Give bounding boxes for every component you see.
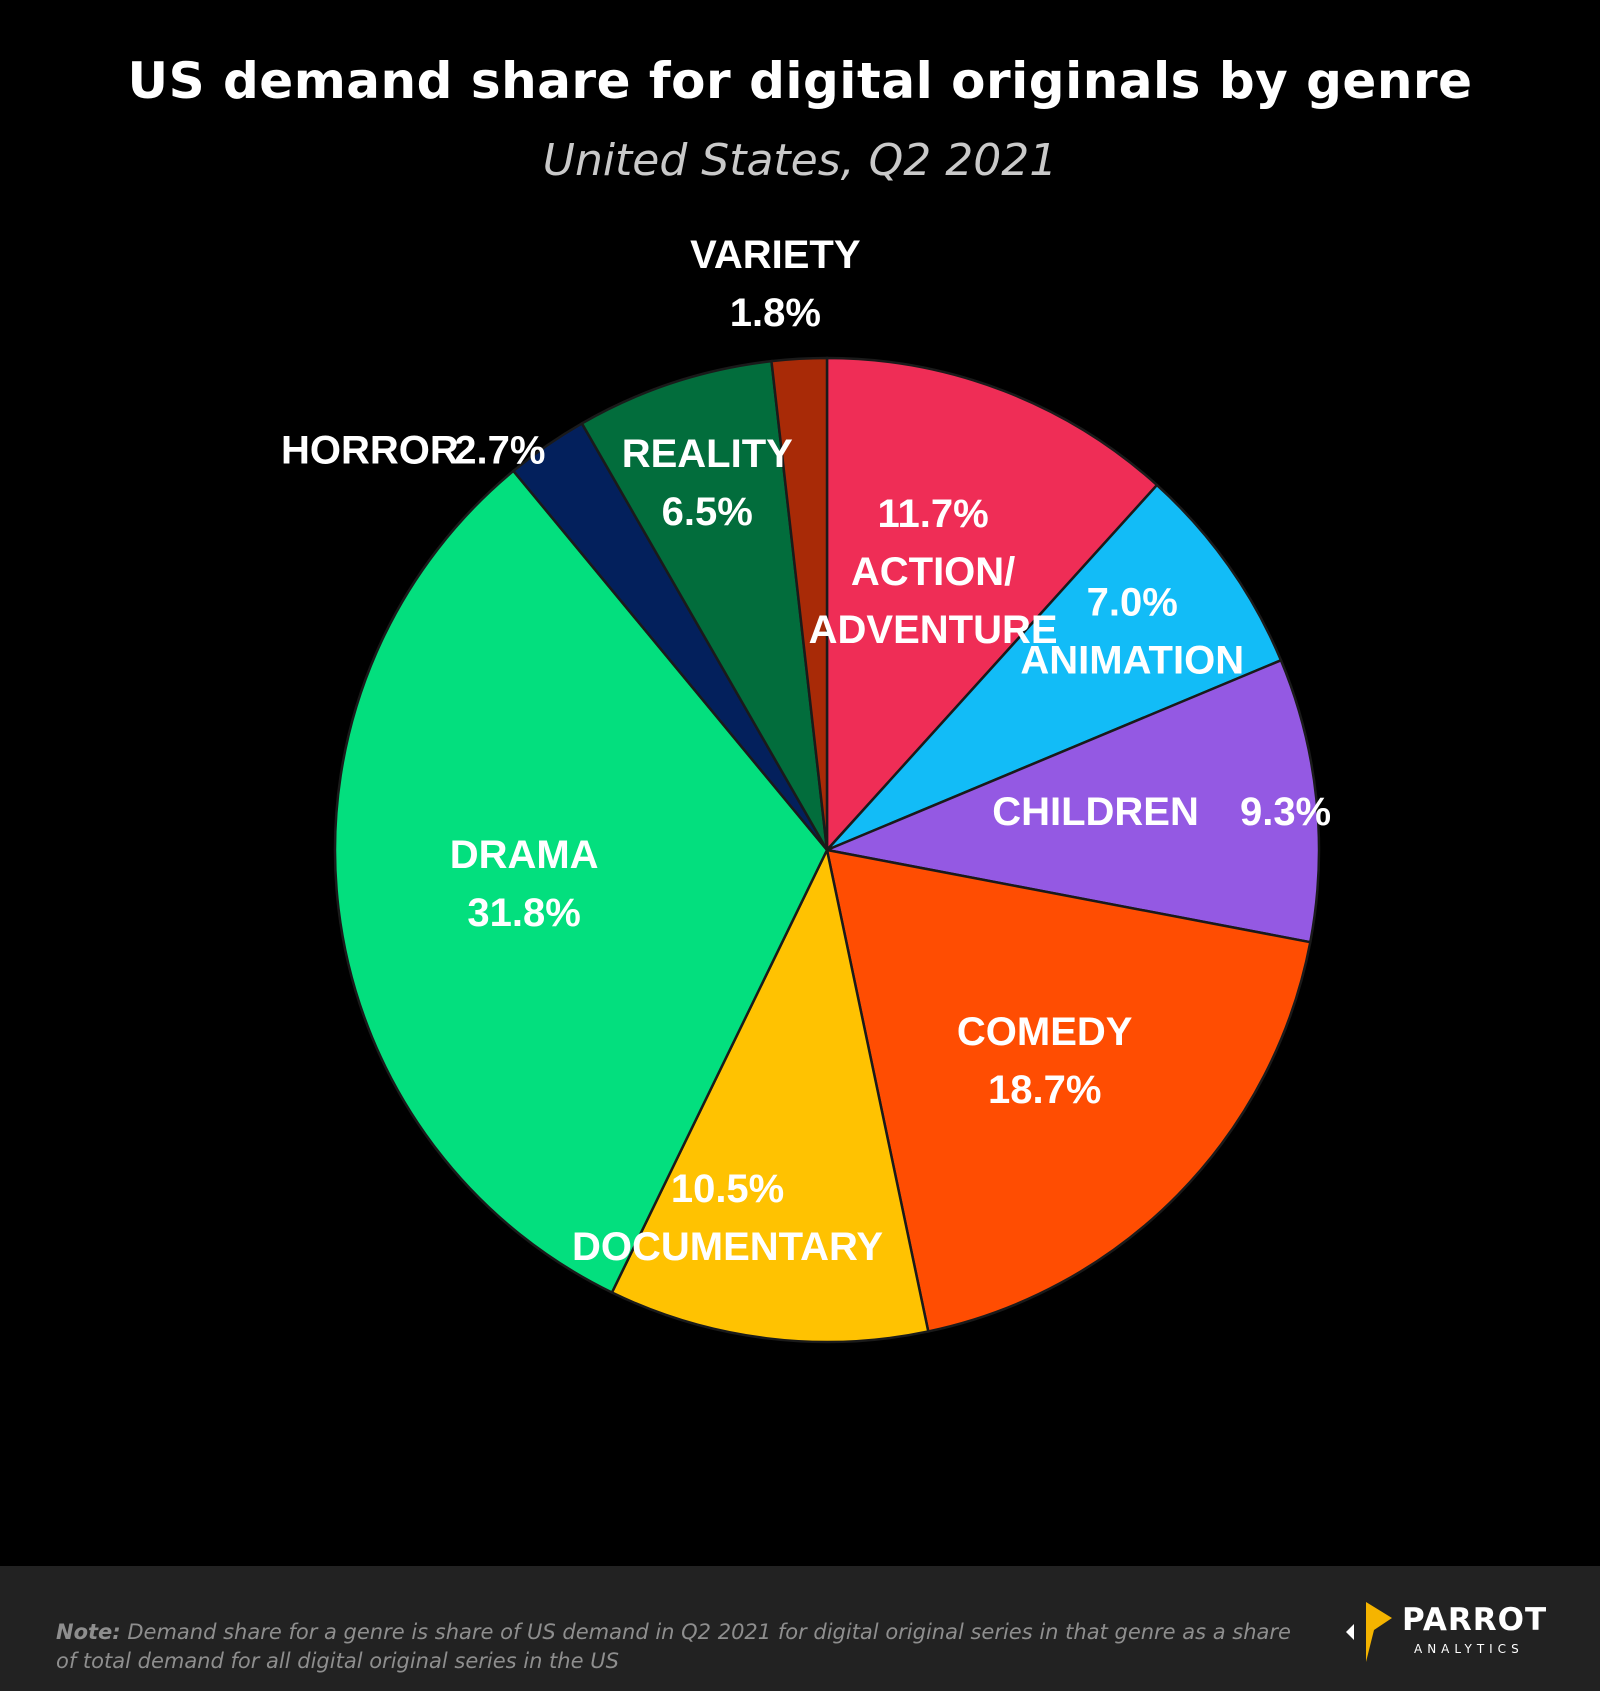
chart-title: US demand share for digital originals by…	[127, 52, 1473, 110]
parrot-analytics-logo: PARROT ANALYTICS	[1340, 1600, 1570, 1664]
slice-children	[822, 658, 1321, 944]
footer: Note: Demand share for a genre is share …	[0, 1566, 1600, 1691]
label-drama: DRAMA	[450, 833, 599, 877]
slice-drama	[333, 469, 829, 1295]
value-drama: 31.8%	[467, 891, 580, 935]
slice-reality	[580, 359, 829, 851]
footnote-text: Demand share for a genre is share of US …	[56, 1620, 1291, 1673]
slice-comedy	[825, 848, 1312, 1333]
label-action-adventure-line-2: ADVENTURE	[809, 608, 1058, 652]
slice-animation	[826, 483, 1283, 852]
label-reality: REALITY	[622, 432, 793, 476]
value-comedy: 18.7%	[988, 1068, 1101, 1112]
label-animation: ANIMATION	[1020, 639, 1244, 683]
slice-action-adventure	[825, 356, 1159, 854]
chart-subtitle: United States, Q2 2021	[542, 135, 1058, 186]
label-horror: HORROR	[281, 429, 459, 473]
pie-labels: 11.7% ACTION/ADVENTURE 7.0% ANIMATION CHILDR…	[281, 233, 1331, 1269]
pie-chart: 11.7% ACTION/ADVENTURE 7.0% ANIMATION CHILDR…	[281, 233, 1331, 1344]
label-documentary: DOCUMENTARY	[572, 1225, 883, 1269]
label-action-adventure-line-1: ACTION/	[851, 550, 1015, 594]
logo-subtext: ANALYTICS	[1414, 1642, 1524, 1656]
label-variety: VARIETY	[690, 233, 861, 277]
label-children: CHILDREN	[992, 790, 1199, 834]
value-action-adventure: 11.7%	[877, 492, 988, 536]
value-variety: 1.8%	[730, 291, 821, 335]
logo-wordmark: PARROT	[1402, 1602, 1548, 1638]
slice-variety	[770, 356, 829, 851]
pie-slices	[333, 356, 1321, 1344]
value-animation: 7.0%	[1087, 581, 1178, 625]
label-comedy: COMEDY	[957, 1010, 1133, 1054]
footnote-label: Note:	[56, 1620, 121, 1644]
value-reality: 6.5%	[662, 490, 753, 534]
parrot-logo-icon	[1346, 1602, 1392, 1662]
slice-documentary	[610, 846, 930, 1344]
footnote: Note: Demand share for a genre is share …	[56, 1618, 1296, 1676]
value-documentary: 10.5%	[671, 1167, 784, 1211]
value-horror: 2.7%	[454, 429, 545, 473]
value-children: 9.3%	[1240, 790, 1331, 834]
